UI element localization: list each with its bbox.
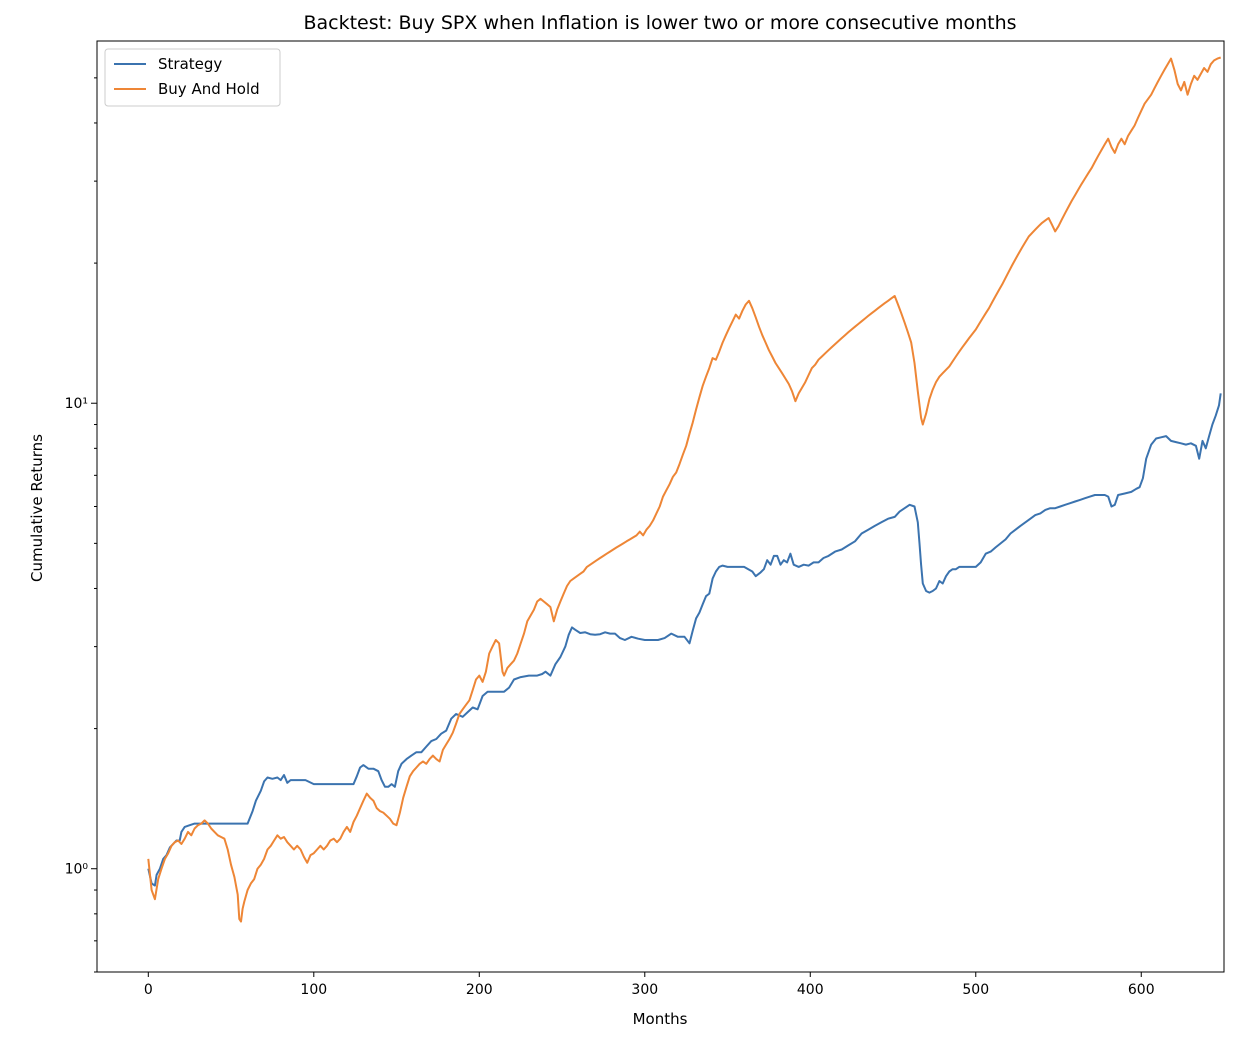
x-tick-label: 0 <box>144 982 153 998</box>
x-tick-label: 600 <box>1128 982 1155 998</box>
x-axis-label: Months <box>633 1010 688 1028</box>
x-tick-label: 100 <box>300 982 327 998</box>
series-line-buy-and-hold <box>147 56 1222 923</box>
x-tick-label: 200 <box>466 982 493 998</box>
y-tick-label: 10¹ <box>65 396 88 412</box>
legend: Strategy Buy And Hold <box>104 48 281 107</box>
chart-title: Backtest: Buy SPX when Inflation is lowe… <box>303 12 1016 34</box>
series-layer <box>147 56 1222 923</box>
x-tick-label: 400 <box>797 982 824 998</box>
series-line-strategy <box>147 393 1222 887</box>
legend-box <box>104 48 281 107</box>
x-tick-label: 500 <box>962 982 989 998</box>
x-tick-label: 300 <box>631 982 658 998</box>
y-axis: 10⁰ 10¹ <box>65 77 97 973</box>
y-tick-label: 10⁰ <box>65 862 89 878</box>
legend-label: Buy And Hold <box>158 80 260 98</box>
x-axis: 0 100 200 300 400 500 600 <box>144 972 1155 998</box>
legend-label: Strategy <box>158 55 222 73</box>
y-axis-label: Cumulative Returns <box>28 434 46 582</box>
